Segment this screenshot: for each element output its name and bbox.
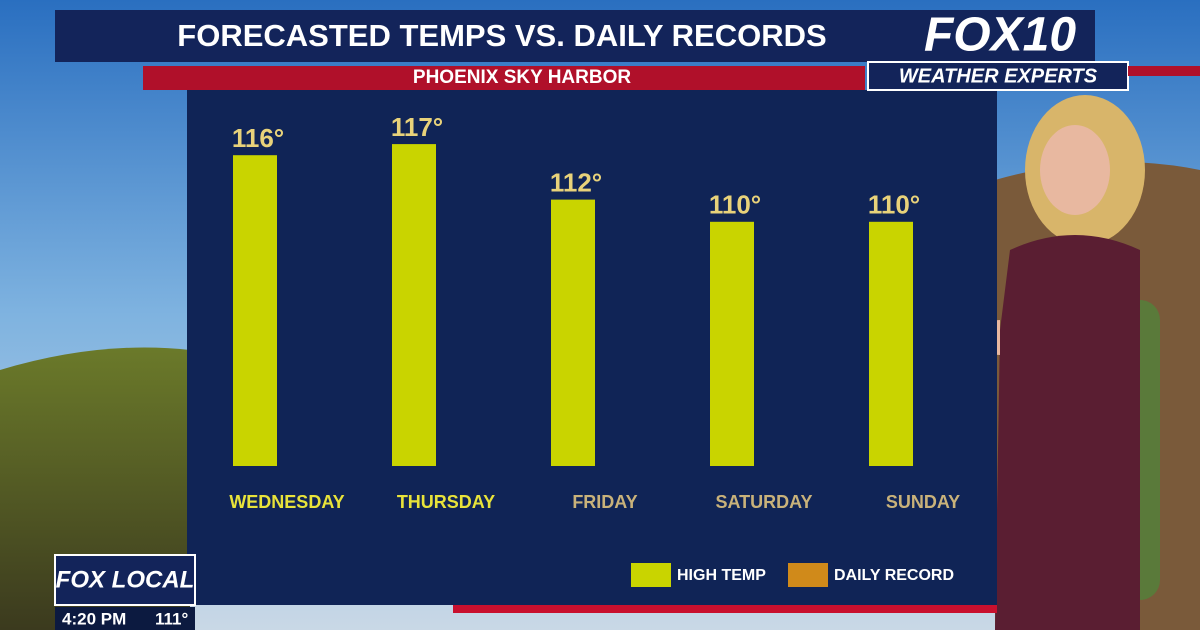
legend-swatch bbox=[631, 563, 671, 587]
x-tick-label: THURSDAY bbox=[397, 492, 495, 512]
bar bbox=[551, 199, 595, 466]
data-label: 112° bbox=[550, 167, 602, 197]
bar bbox=[710, 221, 754, 466]
data-label: 116° bbox=[232, 123, 284, 153]
bar bbox=[233, 155, 277, 466]
tagline: WEATHER EXPERTS bbox=[899, 65, 1098, 87]
bar bbox=[392, 144, 436, 466]
chart-title: FORECASTED TEMPS VS. DAILY RECORDS bbox=[177, 18, 826, 53]
legend-label: DAILY RECORD bbox=[834, 567, 954, 584]
x-tick-label: FRIDAY bbox=[572, 492, 637, 512]
x-tick-label: SATURDAY bbox=[715, 492, 812, 512]
tagline-box bbox=[867, 61, 1129, 91]
station: FOX LOCAL bbox=[56, 566, 195, 593]
chart-subtitle: PHOENIX SKY HARBOR bbox=[413, 67, 631, 88]
temp: 111° bbox=[155, 609, 188, 628]
data-label: 110° bbox=[709, 190, 761, 220]
logo: FOX10 bbox=[924, 9, 1076, 62]
time: 4:20 PM bbox=[62, 609, 126, 628]
legend-label: HIGH TEMP bbox=[677, 567, 766, 584]
x-tick-label: SUNDAY bbox=[886, 492, 960, 512]
legend-swatch bbox=[788, 563, 828, 587]
bar bbox=[869, 221, 913, 466]
panel-accent bbox=[453, 605, 997, 613]
tagline-accent bbox=[1128, 66, 1200, 76]
subtitle-bar bbox=[143, 66, 865, 90]
station-box bbox=[54, 554, 196, 606]
data-label: 117° bbox=[391, 112, 443, 142]
time-bar bbox=[55, 607, 195, 630]
data-label: 110° bbox=[868, 190, 920, 220]
title-bar bbox=[55, 10, 1095, 62]
x-tick-label: WEDNESDAY bbox=[229, 492, 344, 512]
